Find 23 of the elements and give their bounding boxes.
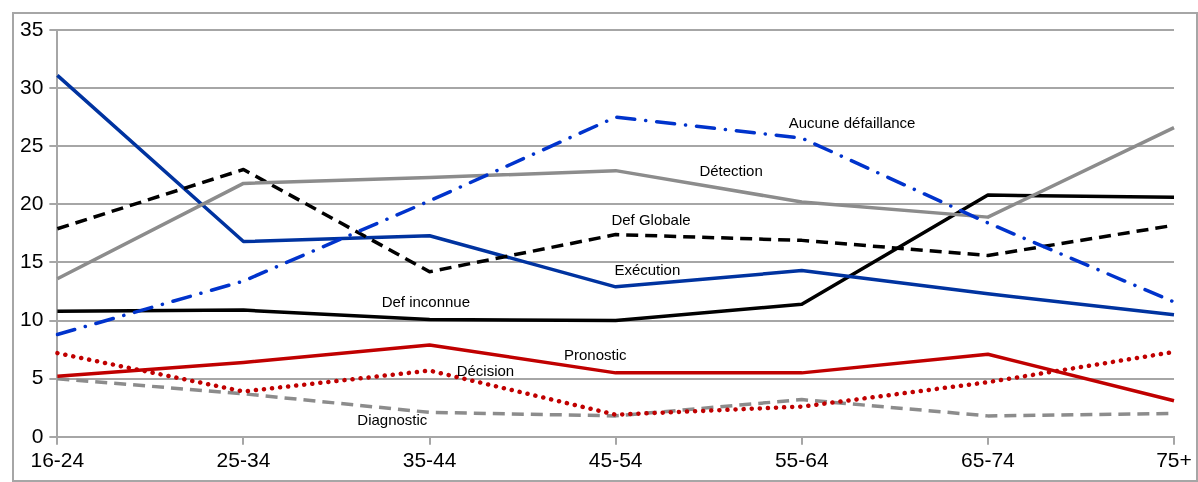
series-label: Exécution — [614, 260, 681, 278]
x-tick-label: 55-64 — [774, 448, 829, 472]
y-tick-label: 20 — [20, 191, 44, 215]
y-tick-label: 10 — [20, 307, 44, 331]
series-label: Def Globale — [611, 210, 691, 228]
series-label: Diagnostic — [357, 410, 428, 428]
x-tick-label: 75+ — [1156, 448, 1192, 472]
y-tick-label: 25 — [20, 133, 44, 157]
y-tick-label: 30 — [20, 74, 44, 98]
series-label: Détection — [699, 161, 763, 179]
y-tick-label: 5 — [31, 365, 44, 389]
series-label: Aucune défaillance — [788, 114, 916, 132]
series-label: Décision — [456, 361, 515, 379]
x-tick-label: 16-24 — [30, 448, 85, 472]
y-tick-label: 0 — [31, 423, 44, 447]
y-tick-label: 35 — [20, 16, 44, 40]
series-label: Def inconnue — [381, 293, 471, 311]
x-tick-label: 45-54 — [588, 448, 643, 472]
x-tick-label: 25-34 — [216, 448, 271, 472]
series-label: Pronostic — [563, 345, 627, 363]
x-tick-label: 35-44 — [402, 448, 457, 472]
x-tick-label: 65-74 — [961, 448, 1016, 472]
y-tick-label: 15 — [20, 249, 44, 273]
